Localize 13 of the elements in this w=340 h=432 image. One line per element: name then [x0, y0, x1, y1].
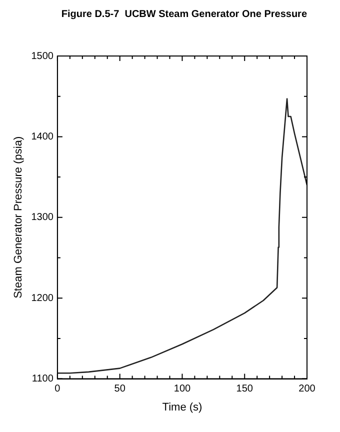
x-tick-label: 0 [54, 384, 61, 395]
y-axis-title: Steam Generator Pressure (psia) [12, 136, 25, 298]
x-tick-label: 50 [114, 384, 126, 395]
x-tick-label: 200 [298, 384, 316, 395]
y-tick-label: 1500 [31, 50, 54, 62]
y-tick-label: 1100 [32, 374, 54, 385]
chart-title: Figure D.5-7 UCBW Steam Generator One Pressure [61, 8, 308, 20]
y-tick-label: 1400 [31, 131, 54, 142]
y-tick-label: 1300 [31, 212, 54, 224]
x-tick-label: 100 [174, 384, 191, 395]
y-tick-label: 1200 [31, 292, 54, 304]
x-axis-title: Time (s) [162, 401, 202, 414]
x-tick-label: 150 [236, 384, 254, 395]
